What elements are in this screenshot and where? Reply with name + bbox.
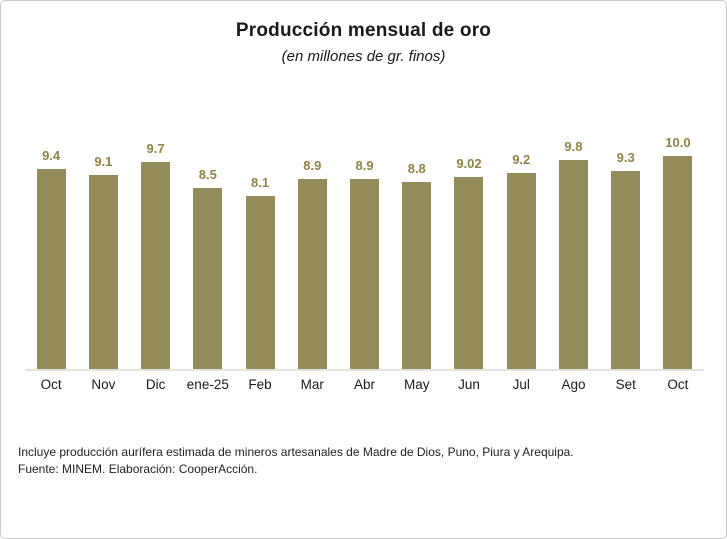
bar-column: 9.2 (495, 152, 547, 369)
bar (558, 160, 588, 369)
bar-value-label: 9.02 (456, 156, 482, 171)
x-axis-label: ene-25 (186, 377, 229, 392)
x-axis-label: Abr (354, 377, 376, 392)
x-axis-label: Dic (145, 377, 166, 392)
chart-footnote: Incluye producción aurífera estimada de … (18, 444, 708, 478)
bar-column: 8.8 (391, 161, 443, 369)
bar-value-label: 8.8 (407, 161, 426, 176)
bar-column: 10.0 (652, 135, 704, 369)
bar (350, 179, 380, 369)
bar-value-label: 9.7 (146, 141, 165, 156)
x-axis-label: Set (615, 377, 636, 392)
bar-value-label: 8.9 (355, 158, 374, 173)
bar-value-label: 9.2 (512, 152, 531, 167)
x-axis-line (25, 369, 704, 371)
bar-column: 8.1 (234, 175, 286, 369)
bar-column: 9.1 (77, 154, 129, 369)
bar-value-label: 8.5 (198, 167, 217, 182)
x-axis-label: Mar (300, 377, 324, 392)
bar-column: 9.4 (25, 148, 77, 369)
bar (297, 179, 327, 369)
bar-column: 8.5 (182, 167, 234, 369)
bar-plot-area: 9.4 9.1 9.7 8.5 8.1 8.9 8.9 8.8 9.02 9.2 9.8 9.3 10.… (25, 1, 704, 369)
bar-column: 8.9 (286, 158, 338, 369)
bar-value-label: 9.1 (94, 154, 113, 169)
footnote-line-1: Incluye producción aurífera estimada de … (18, 445, 574, 459)
bar (36, 169, 66, 369)
bar-value-label: 9.3 (616, 150, 635, 165)
x-axis-label: Ago (561, 377, 586, 392)
bar-column: 9.8 (547, 139, 599, 369)
bar (506, 173, 536, 369)
chart-subtitle: (en millones de gr. finos) (281, 48, 446, 65)
bar (88, 175, 118, 369)
x-axis-label: Oct (667, 377, 689, 392)
bar-column: 9.02 (443, 156, 495, 369)
x-axis-labels: Oct Nov Dic ene-25 Feb Mar Abr May Jun Jul Ago Set O… (25, 377, 704, 392)
footnote-line-2: Fuente: MINEM. Elaboración: CooperAcción… (18, 462, 258, 476)
bar (611, 171, 641, 369)
x-axis-label: Jul (512, 377, 530, 392)
bar (402, 182, 432, 369)
bar-column: 9.3 (600, 150, 652, 369)
bar-column: 9.7 (129, 141, 181, 369)
bar (141, 162, 171, 369)
x-axis-label: Feb (248, 377, 272, 392)
bar (245, 196, 275, 369)
bar (454, 177, 484, 369)
bar-value-label: 8.9 (303, 158, 322, 173)
bar (663, 156, 693, 369)
x-axis-label: Jun (458, 377, 480, 392)
x-axis-label: Nov (91, 377, 116, 392)
bar-value-label: 9.4 (42, 148, 61, 163)
chart-title: Producción mensual de oro (235, 20, 492, 41)
bar (193, 188, 223, 369)
bar-value-label: 10.0 (665, 135, 691, 150)
bar-value-label: 8.1 (251, 175, 270, 190)
bar-value-label: 9.8 (564, 139, 583, 154)
x-axis-label: May (404, 377, 430, 392)
x-axis-label: Oct (40, 377, 62, 392)
bar-column: 8.9 (338, 158, 390, 369)
